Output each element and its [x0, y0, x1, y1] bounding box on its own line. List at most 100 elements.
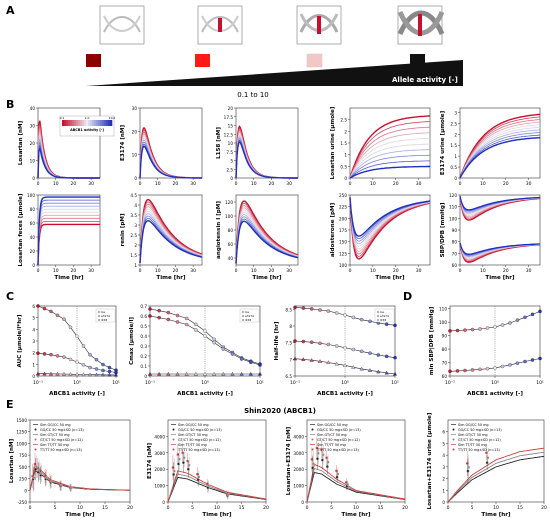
- legend-label: GG/CC 50 mg±SD (n=13): [317, 428, 361, 432]
- data-point: [293, 305, 297, 310]
- y-tick-label: 4: [442, 453, 445, 458]
- y-tick-label: 80: [452, 240, 458, 245]
- colorbar-legend: 0.1 1.0 10.0 ABCB1 activity [-]: [60, 115, 115, 137]
- colorbar-title: ABCB1 activity [-]: [70, 128, 104, 132]
- plot-frame: [139, 107, 203, 179]
- x-tick-label: 10: [77, 505, 83, 511]
- sim-line: [167, 473, 267, 503]
- panel-letter-a: A: [6, 4, 15, 17]
- x-tick-label: 30: [416, 181, 422, 187]
- legend-marker: [97, 310, 101, 314]
- data-point: [346, 482, 350, 486]
- data-point: [359, 317, 364, 322]
- x-tick-label: 10⁻¹: [445, 380, 455, 386]
- series-line: [37, 211, 100, 266]
- colorbar-cell: [104, 120, 107, 126]
- y-tick-label: 1: [454, 154, 457, 159]
- data-point: [334, 311, 339, 315]
- x-tick-label: 30: [190, 181, 196, 187]
- y-tick-label: 100: [339, 263, 347, 268]
- series-line: [459, 134, 541, 179]
- data-point: [301, 339, 306, 344]
- data-point: [184, 316, 189, 321]
- x-tick-label: 0: [235, 268, 238, 274]
- data-point: [448, 369, 452, 374]
- data-point: [248, 371, 253, 376]
- y-tick-label: 3000: [154, 451, 165, 456]
- colorbar-cell: [78, 120, 81, 126]
- data-point: [148, 307, 152, 311]
- x-axis-label: Time [hr]: [341, 512, 371, 518]
- x-axis-label: ABCB1 activity [-]: [177, 391, 233, 397]
- y-tick-label: 30: [132, 106, 138, 111]
- data-point: [32, 476, 36, 480]
- legend-label: GG/CC 50 mg±SD (n=13): [458, 428, 502, 432]
- series-line: [349, 197, 431, 252]
- legend-label: Sim TT/TT 50 mg: [317, 443, 346, 447]
- colorbar-cell: [80, 120, 83, 126]
- y-tick-label: 2.5: [130, 233, 137, 238]
- x-tick-label: 20: [127, 505, 133, 511]
- data-point: [530, 312, 535, 317]
- y-axis-label: SBP/DPB [mmHg]: [440, 202, 446, 257]
- data-point: [508, 321, 512, 325]
- x-tick-label: 10: [53, 268, 59, 274]
- legend-box: [95, 308, 116, 323]
- data-point: [50, 480, 53, 483]
- legend-label: GT/CT 50 mg±SD (n=12): [178, 438, 221, 442]
- chart-B-aldosterone: 100 125 150 175 200 225 250 0 10 20 30 aldosterone …: [330, 193, 431, 281]
- legend-label: Sim TT/TT 50 mg: [40, 443, 69, 447]
- x-tick-label: 30: [88, 268, 94, 274]
- y-axis-label: aldosterone [pM]: [330, 202, 336, 257]
- data-point: [343, 313, 347, 317]
- y-tick-label: 10: [132, 153, 138, 158]
- series-line: [139, 219, 203, 264]
- colorbar-cell: [90, 120, 93, 126]
- colorbar-cell: [110, 120, 113, 126]
- y-axis-label: angiotensin I [pM]: [216, 201, 222, 259]
- data-point: [515, 318, 520, 322]
- data-point: [94, 357, 99, 362]
- series-line: [37, 202, 100, 266]
- x-axis-label: Time [hr]: [54, 275, 84, 281]
- legend-label: GT/CT 50 mg±SD (n=12): [458, 438, 501, 442]
- data-point: [249, 360, 253, 364]
- legend-label: e3174: [245, 314, 254, 318]
- legend-marker: [452, 428, 455, 431]
- y-tick-label: 20: [30, 141, 36, 146]
- series-line: [459, 132, 541, 179]
- y-tick-label: 40: [30, 106, 36, 111]
- series-line: [139, 198, 203, 264]
- colorbar-cell: [98, 120, 101, 126]
- y-tick-label: 100: [449, 216, 457, 221]
- data-point: [107, 372, 112, 377]
- legend-marker: [241, 318, 245, 322]
- y-axis-label: E3174 urine [µmole]: [440, 110, 446, 175]
- data-point: [500, 323, 505, 327]
- legend-label: Sim GT/CT 50 mg: [178, 433, 208, 437]
- colorbar-cell: [102, 120, 105, 126]
- y-tick-label: 1: [442, 488, 445, 493]
- colorbar-cell: [74, 120, 77, 126]
- y-tick-label: 40: [228, 256, 234, 261]
- y-tick-label: 0: [32, 263, 35, 268]
- data-point: [68, 372, 73, 376]
- x-tick-label: 10: [370, 268, 376, 274]
- x-tick-label: 10: [155, 268, 161, 274]
- y-tick-label: 1000: [16, 441, 27, 446]
- data-point: [326, 460, 330, 464]
- y-tick-label: 6: [442, 430, 445, 435]
- x-tick-label: 0: [37, 268, 40, 274]
- y-tick-label: -250: [17, 500, 27, 505]
- y-tick-label: 2: [454, 132, 457, 137]
- data-point: [60, 484, 63, 488]
- data-point: [55, 354, 60, 358]
- data-point: [334, 344, 339, 348]
- y-tick-label: 0: [442, 500, 445, 505]
- x-tick-label: 0: [139, 268, 142, 274]
- y-tick-label: 80: [228, 228, 234, 233]
- legend-label: l158: [101, 318, 107, 322]
- x-tick-label: 20: [269, 181, 275, 187]
